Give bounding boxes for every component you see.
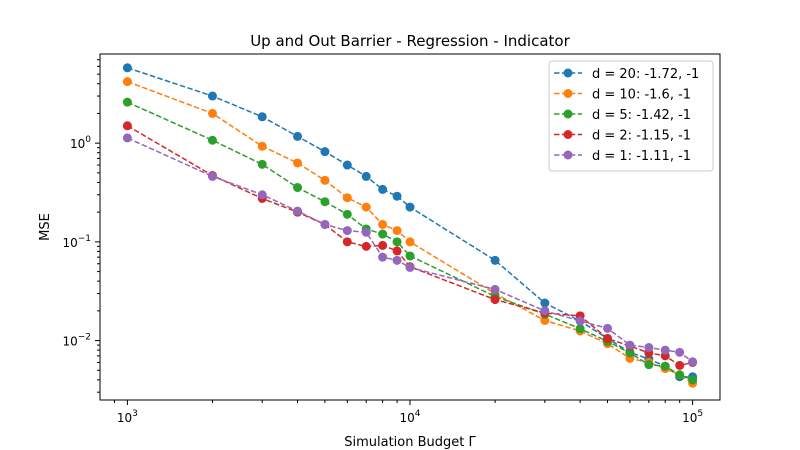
legend-item: d = 10: -1.6, -1 (554, 88, 691, 103)
legend-item: d = 2: -1.15, -1 (554, 129, 691, 144)
data-point (392, 237, 402, 247)
data-point (625, 348, 635, 358)
x-axis-label: Simulation Budget Γ (344, 435, 476, 450)
data-point (378, 184, 388, 194)
data-point (540, 315, 550, 325)
data-point (675, 370, 685, 380)
data-point (378, 252, 388, 262)
data-point (207, 171, 217, 181)
data-point (392, 255, 402, 265)
legend-item: d = 5: -1.42, -1 (554, 108, 691, 123)
legend-marker (563, 109, 573, 119)
data-point (361, 241, 371, 251)
legend-box (548, 60, 714, 172)
data-point (603, 333, 613, 343)
data-point (207, 108, 217, 118)
y-tick-label: 100 (70, 135, 91, 151)
data-point (392, 226, 402, 236)
data-point (405, 237, 415, 247)
data-point (342, 193, 352, 203)
legend-label: d = 5: -1.42, -1 (592, 108, 691, 123)
data-point (575, 316, 585, 326)
data-point (660, 361, 670, 371)
x-tick-label: 105 (682, 409, 703, 425)
legend-marker (563, 89, 573, 98)
data-point (320, 197, 330, 207)
y-tick-label: 10−1 (62, 234, 91, 250)
data-point (293, 158, 303, 168)
data-point (490, 295, 500, 305)
data-point (540, 298, 550, 308)
data-point (257, 141, 267, 151)
data-point (392, 191, 402, 201)
data-point (644, 360, 654, 370)
data-point (293, 206, 303, 216)
data-point (361, 202, 371, 212)
data-point (342, 226, 352, 236)
data-point (405, 251, 415, 261)
x-tick-label: 104 (399, 409, 420, 425)
data-point (688, 375, 698, 385)
x-tick-label: 103 (117, 409, 138, 425)
legend-marker (563, 68, 573, 78)
data-point (392, 246, 402, 256)
data-point (320, 175, 330, 185)
legend-marker (563, 130, 573, 139)
data-point (660, 345, 670, 355)
data-point (405, 262, 415, 272)
legend-label: d = 10: -1.6, -1 (592, 88, 691, 103)
data-point (378, 240, 388, 250)
legend-item: d = 20: -1.72, -1 (554, 67, 699, 82)
data-point (675, 360, 685, 370)
data-point (320, 147, 330, 157)
y-tick-label: 10−2 (62, 333, 91, 349)
series-layer (122, 63, 698, 388)
series-5 (122, 133, 698, 367)
x-axis: 103 104 105 (113, 400, 703, 425)
data-point (342, 160, 352, 170)
data-point (122, 133, 132, 143)
legend-label: d = 1: -1.11, -1 (592, 149, 691, 164)
legend-item: d = 1: -1.11, -1 (554, 149, 691, 164)
data-point (490, 284, 500, 294)
data-point (257, 112, 267, 122)
data-point (293, 183, 303, 193)
data-point (688, 357, 698, 367)
data-point (361, 227, 371, 237)
data-point (378, 229, 388, 239)
data-point (644, 343, 654, 353)
legend-label: d = 2: -1.15, -1 (592, 129, 691, 144)
data-point (361, 171, 371, 181)
legend-marker (563, 150, 573, 160)
chart-title: Up and Out Barrier - Regression - Indica… (250, 32, 570, 50)
data-point (342, 237, 352, 247)
data-point (378, 219, 388, 229)
data-point (490, 255, 500, 265)
data-point (342, 209, 352, 219)
y-axis-label: MSE (38, 213, 53, 241)
data-point (257, 190, 267, 200)
legend: d = 20: -1.72, -1 d = 10: -1.6, -1 d = 5: … (548, 60, 714, 172)
data-point (207, 91, 217, 101)
data-point (320, 219, 330, 229)
data-point (293, 131, 303, 141)
y-axis: 10−2 10−1 100 (62, 59, 100, 393)
data-point (575, 324, 585, 334)
data-point (625, 340, 635, 350)
data-point (257, 159, 267, 169)
data-point (122, 121, 132, 131)
data-point (675, 347, 685, 357)
data-point (540, 306, 550, 316)
data-point (207, 135, 217, 145)
data-point (405, 202, 415, 212)
data-point (122, 97, 132, 107)
data-point (603, 323, 613, 333)
data-point (122, 63, 132, 73)
data-point (122, 77, 132, 87)
legend-label: d = 20: -1.72, -1 (592, 67, 699, 82)
